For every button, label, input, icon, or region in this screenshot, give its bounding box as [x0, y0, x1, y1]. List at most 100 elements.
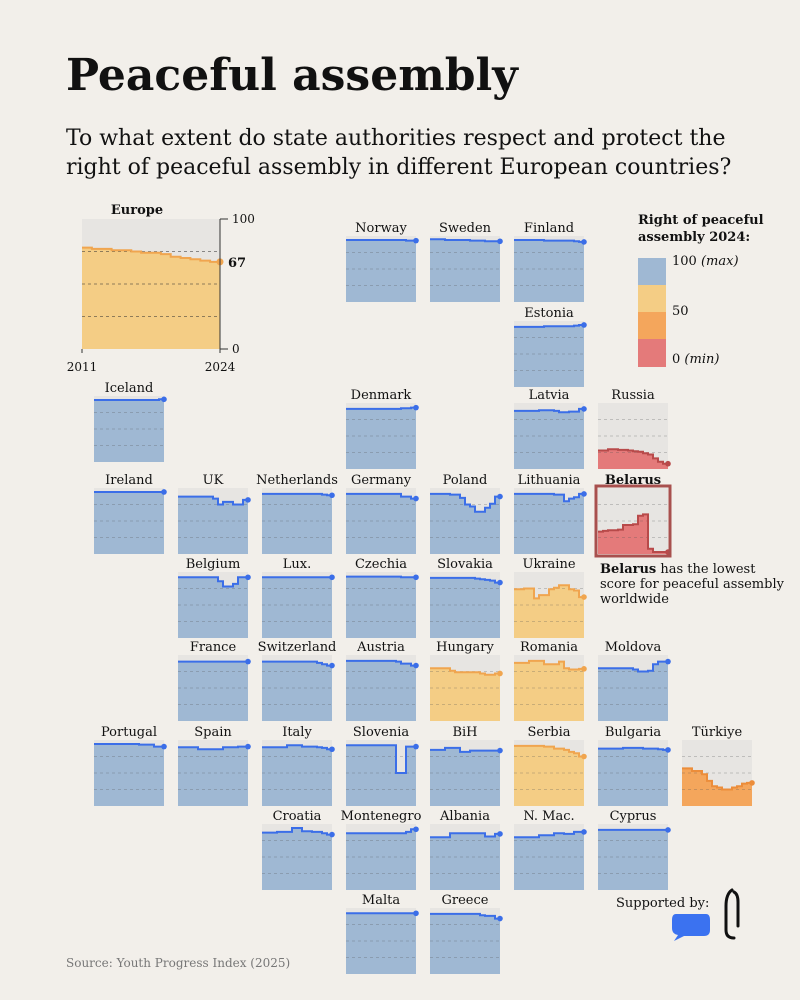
tile-endpoint-n-mac [581, 829, 587, 835]
tile-endpoint-austria [413, 662, 419, 669]
country-label-norway: Norway [355, 221, 407, 236]
country-label-estonia: Estonia [524, 306, 574, 321]
tile-area-switzerland [262, 661, 332, 721]
tile-area-slovenia [346, 745, 416, 806]
country-label-uk: UK [203, 473, 224, 488]
tile-line-poland [430, 492, 500, 513]
country-tile-italy: Italy [262, 725, 335, 806]
tile-endpoint-spain [245, 743, 251, 750]
country-label-russia: Russia [611, 388, 655, 403]
tile-endpoint-russia [665, 460, 671, 467]
country-tile-bulgaria: Bulgaria [598, 725, 671, 806]
tile-line-uk [178, 495, 248, 506]
tile-line-czechia [346, 575, 416, 579]
country-label-montenegro: Montenegro [341, 809, 422, 824]
europe-title: Europe [111, 203, 163, 218]
tile-endpoint-latvia [581, 406, 587, 412]
country-label-spain: Spain [194, 725, 232, 740]
tile-area-netherlands [262, 493, 332, 554]
tile-endpoint-malta [413, 910, 419, 917]
tile-line-switzerland [262, 660, 332, 667]
source-note: Source: Youth Progress Index (2025) [66, 956, 291, 970]
belarus-annotation: Belarus has the lowest score for peacefu… [600, 562, 784, 607]
country-tile-lux: Lux. [262, 557, 335, 638]
tile-endpoint-portugal [161, 743, 167, 750]
country-tile-albania: Albania [430, 809, 503, 890]
country-tile-spain: Spain [178, 725, 251, 806]
tile-endpoint-slovakia [497, 579, 503, 586]
legend-title: Right of peaceful assembly 2024: [638, 213, 764, 245]
legend-label-min: 0 (min) [672, 352, 720, 367]
country-label-netherlands: Netherlands [256, 473, 338, 488]
country-tile-sweden: Sweden [430, 221, 503, 302]
country-tile-moldova: Moldova [598, 640, 671, 721]
tile-line-greece [430, 912, 500, 920]
europe-summary-chart: Europe 100 0 67 2011 2024 [67, 203, 255, 374]
legend-label-max: 100 (max) [672, 254, 739, 269]
tile-area-hungary [430, 668, 500, 721]
tile-area-moldova [598, 661, 668, 721]
legend-swatch-low [638, 339, 666, 367]
country-tile-austria: Austria [346, 640, 419, 721]
europe-area [82, 247, 220, 349]
country-tile-netherlands: Netherlands [256, 473, 338, 554]
country-label-germany: Germany [351, 473, 412, 488]
country-tile-germany: Germany [346, 473, 419, 554]
country-tile-uk: UK [178, 473, 251, 554]
country-label-serbia: Serbia [527, 725, 570, 740]
tile-line-bih [430, 746, 500, 753]
tile-area-czechia [346, 576, 416, 638]
tile-line-netherlands [262, 492, 332, 497]
tile-area-italy [262, 745, 332, 806]
tile-area-austria [346, 660, 416, 721]
tile-line-spain [178, 745, 248, 751]
tile-endpoint-greece [497, 915, 503, 922]
tile-line-norway [346, 239, 416, 242]
country-label-cyprus: Cyprus [610, 809, 657, 824]
tile-endpoint-italy [329, 746, 335, 753]
country-tile-serbia: Serbia [514, 725, 587, 806]
country-label-austria: Austria [356, 640, 405, 655]
country-label-belgium: Belgium [186, 557, 241, 572]
tile-line-latvia [514, 407, 584, 414]
tile-endpoint-montenegro [413, 826, 419, 833]
tile-area-belgium [178, 577, 248, 638]
country-label-ireland: Ireland [105, 473, 153, 488]
country-label-n-mac: N. Mac. [523, 809, 574, 824]
tile-area-norway [346, 240, 416, 302]
country-label-italy: Italy [282, 725, 312, 740]
tile-line-n-mac [514, 830, 584, 839]
tile-endpoint-uk [245, 497, 251, 503]
tile-area-latvia [514, 408, 584, 469]
tile-area-ireland [94, 492, 164, 554]
legend-label-mid: 50 [672, 304, 689, 319]
country-tile-iceland: Iceland [94, 381, 167, 462]
tile-area-serbia [514, 745, 584, 806]
tile-endpoint-moldova [665, 658, 671, 665]
country-label-latvia: Latvia [529, 388, 570, 403]
tile-line-bulgaria [598, 746, 668, 751]
tile-endpoint-cyprus [665, 827, 671, 833]
tile-area-portugal [94, 744, 164, 806]
country-label-t-rkiye: Türkiye [692, 725, 743, 740]
country-label-ukraine: Ukraine [522, 557, 575, 572]
tile-highlight-belarus [594, 484, 672, 558]
country-tile-greece: Greece [430, 893, 503, 974]
tile-endpoint-albania [497, 831, 503, 837]
tile-area-estonia [514, 325, 584, 387]
page-subtitle: To what extent do state authorities resp… [66, 126, 732, 180]
tile-line-portugal [94, 743, 164, 748]
tile-area-lithuania [514, 493, 584, 554]
tile-endpoint-t-rkiye [749, 780, 755, 786]
country-tile-denmark: Denmark [346, 388, 419, 469]
country-tile-t-rkiye: Türkiye [682, 725, 755, 806]
europe-ytick-top: 100 [232, 212, 255, 226]
country-tile-romania: Romania [514, 640, 587, 721]
country-tile-france: France [178, 640, 251, 721]
country-label-sweden: Sweden [439, 221, 492, 236]
tile-area-sweden [430, 239, 500, 302]
country-tile-malta: Malta [346, 893, 419, 974]
tile-line-t-rkiye [682, 767, 752, 791]
legend-swatch-mid-high [638, 285, 666, 313]
